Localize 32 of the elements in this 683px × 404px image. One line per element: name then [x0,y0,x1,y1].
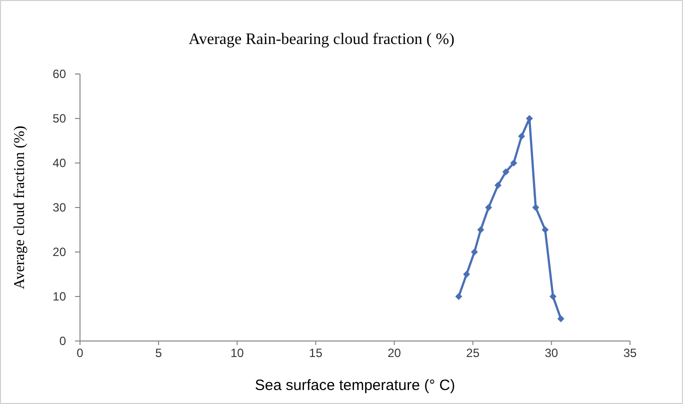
point [550,293,556,300]
y-tick-label: 40 [52,156,66,170]
point [557,315,564,322]
point [502,168,510,176]
x-tick-label: 25 [466,346,480,360]
point [532,204,540,211]
y-tick-label: 0 [59,334,66,348]
point [477,226,484,234]
x-tick-label: 5 [155,346,162,360]
y-tick-label: 30 [52,200,66,215]
y-tick-label: 50 [52,112,66,126]
y-tick-label: 10 [52,290,66,304]
x-axis-title: Sea surface temperature (° C) [254,377,456,394]
point [518,132,526,140]
point [494,182,502,189]
x-tick-label: 30 [544,346,558,360]
chart-title: Average Rain-bearing cloud fraction ( %) [188,31,454,48]
point [542,226,549,234]
y-axis-title: Average cloud fraction (%) [12,126,28,290]
y-tick-label: 60 [52,67,66,82]
point [510,160,518,166]
y-tick-label: 20 [52,245,66,260]
point [485,204,492,211]
point [455,293,462,300]
x-tick-label: 20 [388,346,402,360]
x-tick-label: 10 [230,346,244,360]
point [470,248,478,256]
point [463,270,470,278]
x-tick-label: 15 [309,346,323,360]
point [526,115,533,122]
x-tick-label: 35 [623,346,637,360]
x-tick-label: 0 [76,346,84,360]
